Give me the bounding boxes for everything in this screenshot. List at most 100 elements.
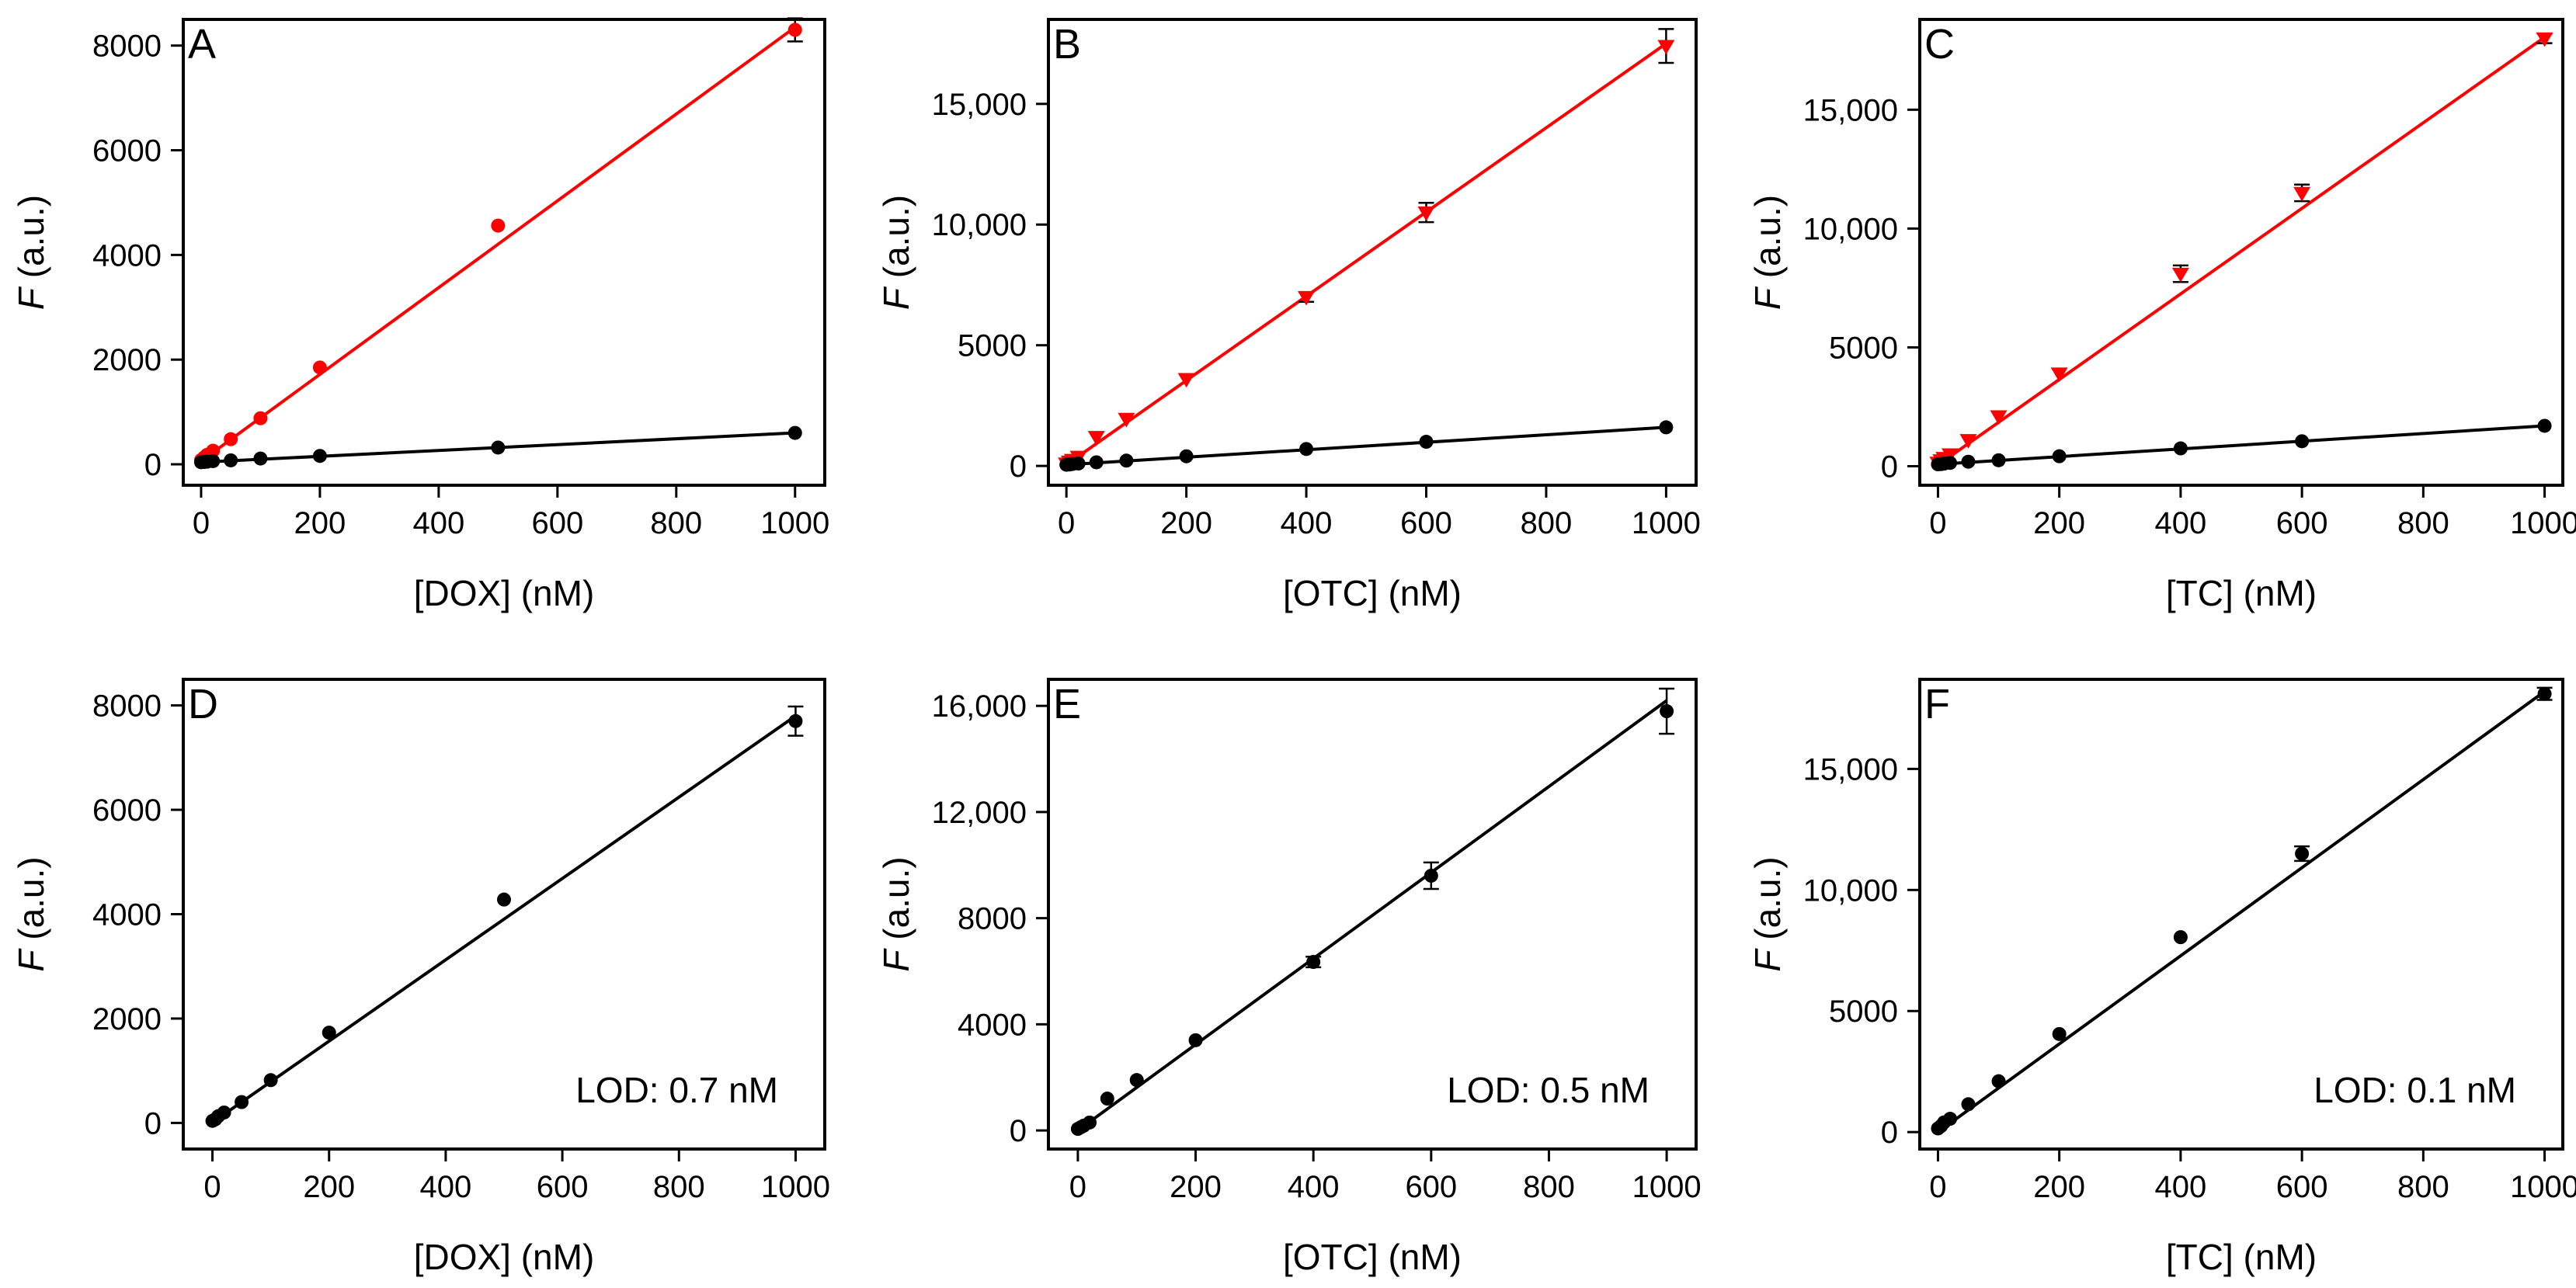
chart-panel-e: 0 200 400 600 800 1000 0 4000 8000 12,000 16,000 [O… bbox=[876, 678, 1702, 1277]
data-point bbox=[1991, 1074, 2006, 1088]
data-point bbox=[491, 218, 506, 233]
panel-label: C bbox=[1924, 21, 1955, 68]
x-axis-label: [TC] (nM) bbox=[2166, 1237, 2317, 1277]
data-point bbox=[1419, 435, 1434, 450]
chart-panel-f: 0 200 400 600 800 1000 0 5000 10,000 15,000 [TC] (… bbox=[1747, 678, 2576, 1277]
y-axis-label: F (a.u.) bbox=[876, 856, 916, 971]
x-tick-label: 1000 bbox=[1632, 506, 1701, 540]
x-tick-label: 200 bbox=[294, 506, 346, 540]
data-point bbox=[1657, 40, 1675, 55]
data-point bbox=[263, 1073, 278, 1088]
x-tick-label: 0 bbox=[1069, 1170, 1086, 1204]
lod-annotation: LOD: 0.1 nM bbox=[2314, 1070, 2516, 1110]
x-tick-label: 400 bbox=[1281, 506, 1333, 540]
fit-line bbox=[211, 714, 797, 1124]
y-tick-label: 16,000 bbox=[932, 689, 1027, 724]
y-axis-label: F (a.u.) bbox=[876, 195, 916, 310]
plot-frame bbox=[1047, 678, 1698, 1151]
data-point bbox=[1071, 457, 1086, 471]
x-tick-label: 600 bbox=[1405, 1170, 1457, 1204]
y-tick-label: 15,000 bbox=[1803, 93, 1898, 127]
y-axis-label-symbol: F bbox=[876, 948, 916, 972]
data-point bbox=[2295, 434, 2310, 449]
x-tick-label: 1000 bbox=[760, 506, 829, 540]
x-tick-label: 0 bbox=[1058, 506, 1075, 540]
x-tick-label: 800 bbox=[650, 506, 702, 540]
y-tick-label: 0 bbox=[1010, 450, 1027, 484]
x-tick-label: 600 bbox=[537, 1170, 589, 1204]
data-point bbox=[322, 1026, 336, 1040]
x-tick-label: 0 bbox=[1929, 1170, 1946, 1204]
x-tick-label: 1000 bbox=[1632, 1170, 1702, 1204]
x-tick-label: 400 bbox=[1288, 1170, 1340, 1204]
y-axis-label-unit: (a.u.) bbox=[876, 195, 916, 288]
y-tick-label: 0 bbox=[1881, 450, 1898, 484]
data-point bbox=[1961, 1097, 1976, 1112]
y-axis-label-unit: (a.u.) bbox=[876, 856, 916, 950]
data-point bbox=[2173, 441, 2188, 456]
data-point bbox=[2536, 32, 2553, 47]
data-point bbox=[2052, 1026, 2067, 1041]
data-point bbox=[1990, 410, 2008, 425]
x-axis-label: [TC] (nM) bbox=[2166, 573, 2317, 613]
x-tick-label: 400 bbox=[2155, 1170, 2207, 1204]
y-tick-label: 6000 bbox=[92, 134, 162, 168]
series-red bbox=[1058, 28, 1675, 473]
lod-annotation: LOD: 0.5 nM bbox=[1447, 1070, 1650, 1110]
y-tick-label: 0 bbox=[1881, 1116, 1898, 1150]
y-tick-label: 10,000 bbox=[1803, 212, 1898, 246]
lod-annotation: LOD: 0.7 nM bbox=[575, 1070, 778, 1110]
y-tick-label: 12,000 bbox=[932, 796, 1027, 830]
x-tick-label: 200 bbox=[2033, 506, 2085, 540]
x-tick-label: 600 bbox=[2276, 506, 2328, 540]
y-axis-label-symbol: F bbox=[876, 286, 916, 310]
data-point bbox=[224, 453, 238, 467]
panel-label: E bbox=[1053, 681, 1081, 727]
chart-panel-a: 0 200 400 600 800 1000 0 2000 4000 6000 8000 [DOX] … bbox=[11, 17, 829, 613]
x-tick-label: 0 bbox=[1929, 506, 1946, 540]
data-point bbox=[235, 1095, 249, 1109]
x-tick-label: 800 bbox=[1523, 1170, 1575, 1204]
data-point bbox=[312, 360, 327, 375]
y-axis-label-symbol: F bbox=[11, 286, 51, 310]
data-point bbox=[1660, 704, 1674, 719]
data-point bbox=[217, 1105, 231, 1120]
y-tick-label: 2000 bbox=[92, 343, 162, 377]
plot-frame bbox=[1918, 678, 2564, 1151]
data-point bbox=[2050, 367, 2068, 383]
y-tick-label: 0 bbox=[1010, 1114, 1027, 1148]
fit-line bbox=[1076, 699, 1668, 1132]
data-point bbox=[1188, 1033, 1203, 1047]
fit-line bbox=[1937, 689, 2546, 1134]
y-tick-label: 5000 bbox=[1829, 331, 1898, 365]
data-point bbox=[788, 713, 803, 728]
y-axis-label: F (a.u.) bbox=[1747, 195, 1788, 310]
y-axis-label: F (a.u.) bbox=[11, 856, 51, 971]
data-point bbox=[1991, 453, 2006, 467]
data-point bbox=[2537, 686, 2552, 701]
data-point bbox=[1943, 456, 1958, 470]
y-tick-label: 8000 bbox=[92, 30, 162, 64]
data-point bbox=[787, 425, 802, 440]
data-point bbox=[1129, 1073, 1144, 1088]
fit-line bbox=[1937, 36, 2546, 467]
y-tick-label: 0 bbox=[144, 1106, 162, 1140]
series-black bbox=[1931, 686, 2553, 1136]
series-red bbox=[193, 17, 803, 467]
data-point bbox=[491, 440, 506, 455]
series-black bbox=[205, 705, 804, 1128]
y-axis-label-unit: (a.u.) bbox=[1747, 856, 1788, 950]
data-point bbox=[2171, 267, 2189, 283]
panel-label: B bbox=[1053, 21, 1081, 68]
data-point bbox=[2537, 418, 2552, 433]
x-tick-label: 600 bbox=[531, 506, 583, 540]
x-axis-label: [DOX] (nM) bbox=[414, 573, 595, 613]
x-tick-label: 800 bbox=[1521, 506, 1573, 540]
x-tick-label: 0 bbox=[203, 1170, 221, 1204]
data-point bbox=[312, 449, 327, 463]
x-tick-label: 200 bbox=[303, 1170, 355, 1204]
data-point bbox=[1943, 1112, 1958, 1127]
y-tick-label: 8000 bbox=[958, 902, 1027, 936]
chart-panel-c: 0 200 400 600 800 1000 0 5000 10,000 15,000 [TC] (… bbox=[1747, 18, 2576, 613]
data-point bbox=[1298, 290, 1316, 306]
